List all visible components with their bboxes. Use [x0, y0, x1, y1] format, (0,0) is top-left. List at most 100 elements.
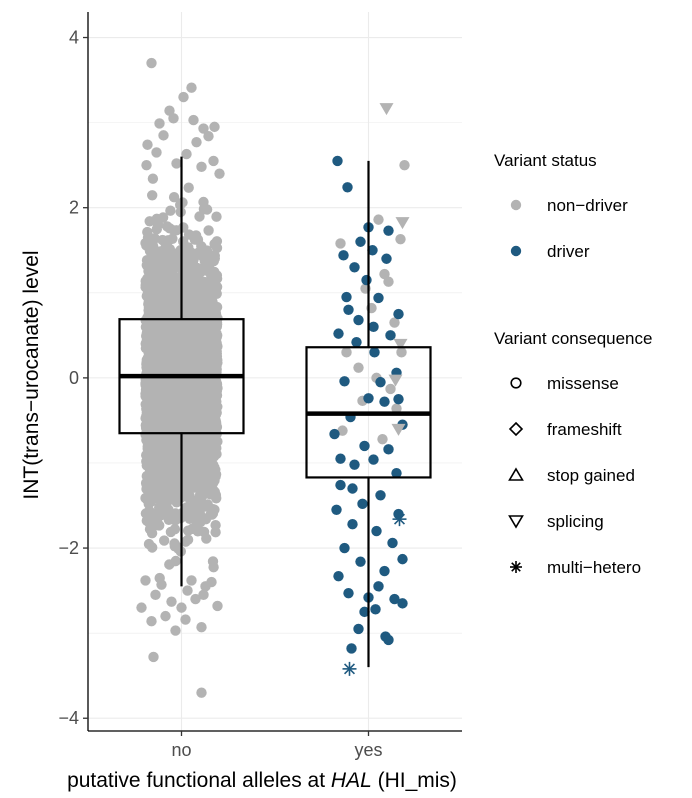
data-point — [397, 598, 408, 609]
legend-key-open-circle — [510, 377, 522, 389]
data-point — [399, 159, 410, 171]
data-point — [164, 105, 175, 116]
data-point — [341, 291, 352, 303]
data-point — [341, 347, 352, 358]
data-point — [146, 616, 157, 627]
data-point — [160, 610, 171, 622]
data-point — [338, 250, 349, 261]
data-points — [136, 57, 410, 698]
data-point — [335, 479, 346, 491]
data-point — [191, 136, 202, 148]
legend-label: stop gained — [547, 466, 635, 485]
data-point — [397, 553, 408, 565]
x-tick-label-yes: yes — [354, 740, 382, 760]
data-point — [333, 328, 344, 339]
data-point — [351, 336, 362, 348]
data-point — [379, 396, 390, 407]
data-point — [180, 614, 191, 625]
legend-key-open-triangle-down — [508, 515, 524, 529]
boxplots — [118, 156, 432, 668]
legend-group-1: Variant consequence missense frameshift sto… — [494, 329, 652, 577]
data-point — [387, 537, 398, 549]
data-point — [140, 575, 151, 586]
legend-item: stop gained — [508, 466, 635, 485]
data-point — [349, 262, 360, 273]
data-point-multi-hetero — [392, 512, 407, 527]
legend: Variant status non−driver driver Variant co… — [494, 151, 652, 577]
data-point — [363, 393, 374, 404]
y-tick-label: −4 — [58, 708, 79, 728]
data-point — [385, 330, 396, 341]
legend-title: Variant consequence — [494, 329, 652, 348]
legend-key-circle — [510, 199, 522, 211]
data-point — [367, 245, 378, 256]
legend-item: non−driver — [510, 196, 628, 215]
data-point — [150, 589, 161, 601]
data-point — [393, 393, 404, 405]
legend-item: missense — [510, 374, 619, 393]
data-point — [343, 304, 354, 316]
tick-labels: −4 −2 0 2 4 no yes — [58, 28, 382, 760]
data-point — [357, 498, 368, 510]
data-point — [355, 236, 366, 247]
data-point — [383, 444, 394, 455]
data-point — [332, 155, 343, 167]
data-point — [331, 504, 342, 515]
data-point — [203, 131, 214, 142]
legend-title: Variant status — [494, 151, 597, 170]
x-axis-title-prefix: putative functional alleles at — [67, 769, 331, 792]
data-point-splicing — [379, 103, 394, 116]
data-point — [181, 148, 192, 160]
data-point — [353, 314, 364, 326]
data-point — [154, 118, 165, 129]
data-point — [355, 556, 366, 567]
data-point — [146, 57, 157, 69]
data-point — [208, 155, 219, 167]
legend-key-circle — [510, 245, 522, 257]
x-axis-title: putative functional alleles at HAL (HI_m… — [67, 769, 457, 792]
data-point — [148, 651, 159, 663]
data-point — [391, 403, 402, 414]
data-point — [188, 114, 199, 126]
legend-label: non−driver — [547, 196, 628, 215]
data-point — [359, 606, 370, 618]
data-point — [375, 376, 386, 388]
data-point — [347, 519, 358, 530]
data-point — [383, 225, 394, 236]
data-point — [186, 82, 197, 93]
data-point — [379, 268, 390, 280]
data-point-splicing — [393, 338, 408, 351]
legend-item: driver — [510, 242, 590, 261]
data-point — [349, 459, 360, 470]
data-point — [381, 253, 392, 264]
data-point — [395, 233, 406, 245]
data-point — [339, 542, 350, 554]
legend-label: splicing — [547, 512, 604, 531]
data-point — [389, 593, 400, 605]
y-tick-label: 0 — [69, 368, 79, 388]
data-point — [176, 602, 187, 613]
data-point — [369, 347, 380, 358]
axes — [87, 12, 462, 732]
data-point — [196, 687, 207, 698]
legend-group-0: Variant status non−driver driver — [494, 151, 628, 261]
data-point — [391, 467, 402, 479]
legend-label: missense — [547, 374, 619, 393]
data-point — [335, 238, 346, 249]
y-tick-label: −2 — [58, 538, 79, 558]
data-point — [156, 579, 167, 590]
data-point — [385, 383, 396, 395]
data-point — [375, 490, 386, 501]
data-point — [347, 483, 358, 494]
data-point — [170, 625, 181, 636]
data-point — [158, 130, 169, 141]
data-point — [151, 147, 162, 158]
data-point — [342, 182, 353, 193]
data-point-multi-hetero — [342, 661, 357, 676]
data-point — [141, 159, 152, 171]
data-point — [361, 274, 372, 286]
data-point — [368, 454, 379, 465]
data-point-splicing — [395, 217, 410, 230]
data-point — [337, 425, 348, 436]
